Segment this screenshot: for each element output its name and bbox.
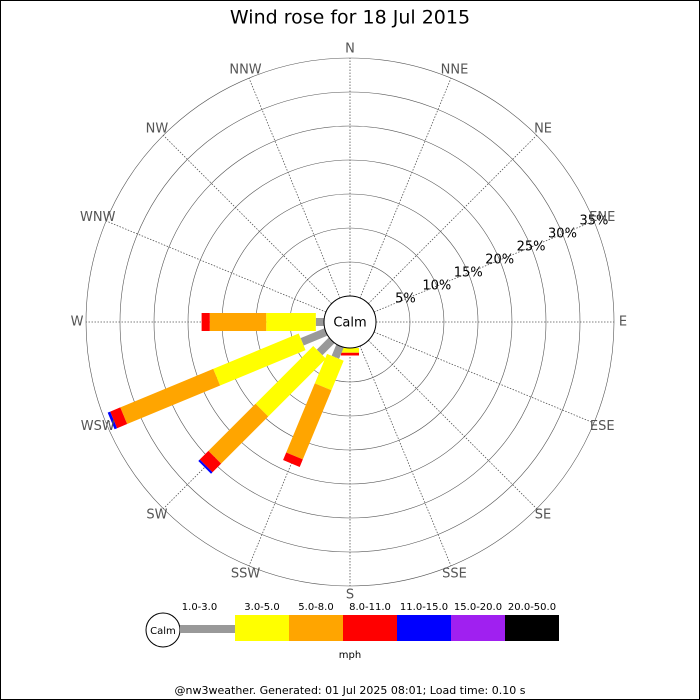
direction-label: NE xyxy=(534,121,552,136)
r-tick-label: 25% xyxy=(517,239,546,254)
r-tick-label: 20% xyxy=(485,253,514,268)
legend-swatch xyxy=(505,615,559,641)
direction-label: WSW xyxy=(81,419,115,434)
bar-segment xyxy=(314,353,344,391)
calm-circle xyxy=(323,295,377,349)
bar-segment xyxy=(300,328,328,346)
legend-label: 20.0-50.0 xyxy=(508,602,556,613)
r-tick-label: 35% xyxy=(579,213,608,228)
bar-segment xyxy=(255,346,326,417)
bar-segment xyxy=(286,383,332,460)
direction-label: E xyxy=(619,315,627,330)
labels: 5%10%15%20%25%30%35%NNNENEENEEESESESSESS… xyxy=(71,42,628,603)
bar-segment xyxy=(198,459,213,474)
bar-segment xyxy=(316,337,335,356)
legend-swatch xyxy=(289,615,343,641)
direction-label: SSE xyxy=(442,567,467,582)
legend-swatch xyxy=(343,615,397,641)
chart-title: Wind rose for 18 Jul 2015 xyxy=(230,7,470,29)
legend-label: 15.0-20.0 xyxy=(454,602,502,613)
r-tick-label: 10% xyxy=(422,279,451,294)
legend-calm-label: Calm xyxy=(150,626,176,637)
spoke xyxy=(373,331,595,424)
legend-swatch xyxy=(235,615,289,641)
spoke xyxy=(359,77,452,299)
direction-label: SE xyxy=(535,508,551,523)
spoke xyxy=(105,220,327,313)
legend-swatch xyxy=(180,625,235,633)
spoke xyxy=(248,77,341,299)
direction-label: N xyxy=(345,42,355,57)
legend: Calm 1.0-3.0 3.0-5.0 5.0-8.0 8.0-11.0 11.0-1… xyxy=(145,602,559,648)
bars xyxy=(107,313,359,474)
calm-label: Calm xyxy=(333,316,366,331)
direction-label: SSW xyxy=(231,567,261,582)
direction-label: ESE xyxy=(590,419,615,434)
direction-label: S xyxy=(346,588,354,603)
bar-segment xyxy=(208,403,269,464)
legend-swatch xyxy=(397,615,451,641)
legend-label: 1.0-3.0 xyxy=(182,602,217,613)
bar-segment xyxy=(199,450,222,473)
legend-unit: mph xyxy=(339,650,361,661)
spoke xyxy=(368,135,537,304)
legend-swatch xyxy=(451,615,505,641)
legend-label: 11.0-15.0 xyxy=(400,602,448,613)
bar-segment xyxy=(110,407,128,429)
legend-label: 8.0-11.0 xyxy=(349,602,391,613)
direction-label: NW xyxy=(146,121,169,136)
direction-label: ENE xyxy=(589,210,615,225)
spoke xyxy=(368,340,537,509)
bar-segment xyxy=(120,368,221,425)
spoke xyxy=(359,345,452,567)
direction-label: NNE xyxy=(441,62,469,77)
legend-label: 5.0-8.0 xyxy=(298,602,333,613)
r-tick-label: 5% xyxy=(395,292,416,307)
spoke xyxy=(373,220,595,313)
ring xyxy=(153,125,547,519)
bar-segment xyxy=(213,333,306,386)
direction-label: NNW xyxy=(229,62,261,77)
bar-segment xyxy=(283,452,303,467)
r-tick-label: 30% xyxy=(548,226,577,241)
direction-label: WNW xyxy=(80,210,116,225)
footer: @nw3weather. Generated: 01 Jul 2025 08:0… xyxy=(175,684,526,697)
bar-segment xyxy=(107,411,118,430)
direction-label: W xyxy=(71,315,84,330)
spoke xyxy=(163,135,332,304)
bar-segment xyxy=(331,344,344,359)
direction-label: SW xyxy=(146,508,167,523)
legend-label: 3.0-5.0 xyxy=(244,602,279,613)
r-tick-label: 15% xyxy=(454,266,483,281)
